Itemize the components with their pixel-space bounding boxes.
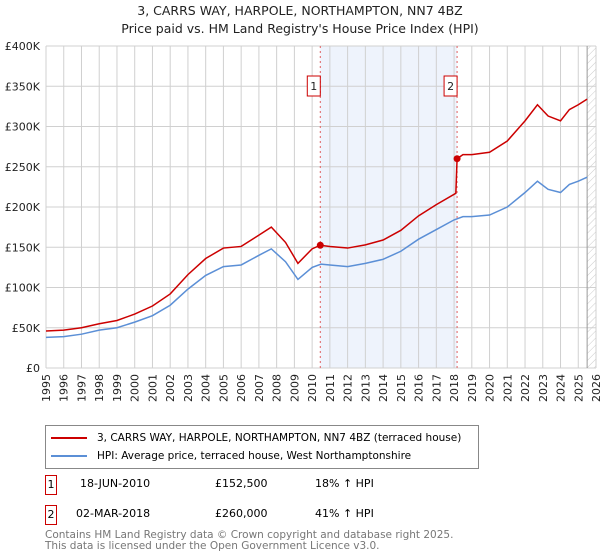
sale-date: 02-MAR-2018 [76, 507, 151, 520]
x-tick-label: 2003 [182, 374, 195, 402]
x-tick-label: 1998 [93, 374, 106, 402]
x-tick-label: 1997 [75, 374, 88, 402]
hpi-line [45, 176, 588, 339]
x-tick-label: 2002 [164, 374, 177, 402]
x-tick-label: 2022 [519, 374, 532, 402]
y-tick-label: £400K [5, 40, 41, 53]
price-paid-line [45, 98, 588, 332]
x-tick-label: 2024 [555, 374, 568, 402]
y-tick-label: £150K [5, 241, 41, 254]
x-tick-label: 2019 [466, 374, 479, 402]
x-tick-label: 2004 [200, 374, 213, 402]
x-tick-label: 1996 [58, 374, 71, 402]
sale-marker: 1 [45, 475, 57, 495]
sale-date: 18-JUN-2010 [80, 477, 151, 490]
chart-title: 3, CARRS WAY, HARPOLE, NORTHAMPTON, NN7 … [137, 3, 463, 18]
x-tick-label: 2020 [484, 374, 497, 402]
x-tick-label: 2000 [129, 374, 142, 402]
x-tick-label: 2015 [395, 374, 408, 402]
sale-label-box [443, 75, 458, 97]
footer-line: Contains HM Land Registry data © Crown c… [45, 529, 454, 541]
x-tick-label: 2008 [271, 374, 284, 402]
table-row: 1 18-JUN-2010 £152,500 18% ↑ HPI [45, 475, 445, 495]
sale-hpi: 41% ↑ HPI [315, 507, 374, 520]
y-tick-label: £350K [5, 80, 41, 93]
x-tick-label: 2023 [537, 374, 550, 402]
x-tick-label: 1999 [111, 374, 124, 402]
x-tick-label: 2017 [430, 374, 443, 402]
sale-marker: 2 [45, 505, 57, 525]
sale-label-box [306, 75, 321, 97]
sale-price: £152,500 [215, 477, 268, 490]
table-row: 2 02-MAR-2018 £260,000 41% ↑ HPI [45, 505, 445, 525]
y-tick-label: £250K [5, 161, 41, 174]
x-tick-label: 2006 [235, 374, 248, 402]
sale-label: 1 [310, 80, 317, 93]
legend: 3, CARRS WAY, HARPOLE, NORTHAMPTON, NN7 … [45, 425, 479, 469]
x-tick-label: 2021 [501, 374, 514, 402]
x-tick-label: 2005 [217, 374, 230, 402]
x-tick-label: 2014 [377, 374, 390, 402]
sale-point [453, 155, 461, 163]
sale-point [316, 241, 324, 249]
y-tick-label: £300K [5, 121, 41, 134]
legend-label-property: 3, CARRS WAY, HARPOLE, NORTHAMPTON, NN7 … [97, 432, 462, 444]
sale-price: £260,000 [215, 507, 268, 520]
legend-label-hpi: HPI: Average price, terraced house, West… [97, 450, 412, 462]
x-tick-label: 2009 [288, 374, 301, 402]
footer: Contains HM Land Registry data © Crown c… [45, 530, 453, 552]
legend-blue-line [51, 455, 87, 457]
x-tick-label: 2012 [342, 374, 355, 402]
sale-label: 2 [447, 80, 454, 93]
footer-line: This data is licensed under the Open Gov… [45, 540, 380, 552]
x-tick-label: 2016 [413, 374, 426, 402]
y-tick-label: £200K [5, 201, 41, 214]
y-tick-label: £100K [5, 282, 41, 295]
x-tick-label: 2007 [253, 374, 266, 402]
legend-red-line [51, 437, 87, 439]
price-chart: 1995 1996 1997 1998 1999 2000 2001 2002 2003 2004… [5, 40, 600, 402]
x-tick-label: 2001 [146, 374, 159, 402]
x-tick-label: 2011 [324, 374, 337, 402]
x-tick-label: 1995 [40, 374, 53, 402]
x-tick-label: 2018 [448, 374, 461, 402]
chart-subtitle: Price paid vs. HM Land Registry's House … [121, 21, 479, 36]
sale-hpi: 18% ↑ HPI [315, 477, 374, 490]
y-tick-label: £0 [26, 362, 40, 375]
x-tick-label: 2026 [590, 374, 600, 402]
x-tick-label: 2013 [359, 374, 372, 402]
x-tick-label: 2025 [572, 374, 585, 402]
y-tick-label: £50K [12, 322, 41, 335]
x-tick-label: 2010 [306, 374, 319, 402]
